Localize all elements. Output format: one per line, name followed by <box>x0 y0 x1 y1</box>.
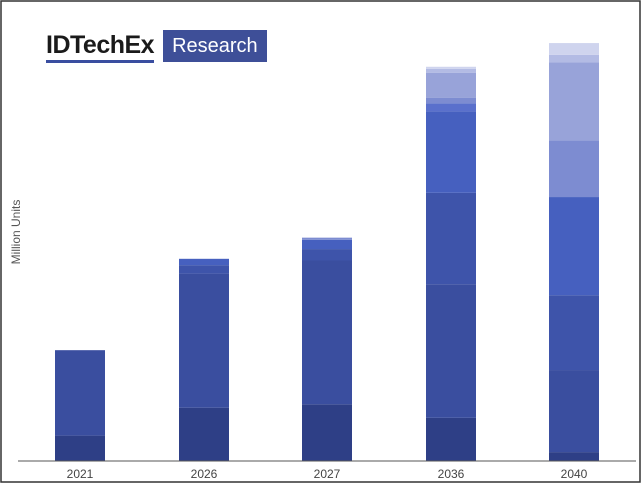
logo-research-tag: Research <box>163 30 267 62</box>
bar-segment-2040-s7 <box>549 62 599 141</box>
bar-segment-2036-s8 <box>426 68 476 73</box>
bar-segment-2040-s9 <box>549 43 599 55</box>
logo-brand-text: IDTechEx <box>46 30 155 63</box>
bar-segment-2040-s6 <box>549 140 599 198</box>
bar-segment-2021-s2 <box>55 350 105 436</box>
x-tick-labels: 2021 2026 2027 2036 2040 <box>67 467 588 481</box>
bar-segment-2036-s4 <box>426 111 476 193</box>
bar-segment-2027-s4 <box>302 239 352 250</box>
bar-segment-2040-s4 <box>549 197 599 296</box>
bar-segment-2040-s1 <box>549 452 599 461</box>
x-tick-label-2040: 2040 <box>561 467 588 481</box>
bar-segment-2026-s2 <box>179 273 229 408</box>
x-tick-label-2027: 2027 <box>314 467 341 481</box>
bar-segment-2036-s7 <box>426 72 476 98</box>
bar-segment-2021-s1 <box>55 435 105 461</box>
bar-segment-2026-s3 <box>179 265 229 274</box>
bar-segment-2040-s8 <box>549 54 599 63</box>
bar-segment-2036-s2 <box>426 284 476 418</box>
idtechex-logo: IDTechEx Research <box>46 30 267 63</box>
bar-segment-2040-s2 <box>549 370 599 453</box>
x-tick-label-2021: 2021 <box>67 467 94 481</box>
bar-segment-2036-s9 <box>426 66 476 69</box>
bar-segment-2036-s3 <box>426 192 476 285</box>
bar-segment-2040-s3 <box>549 295 599 371</box>
bar-segment-2036-s5 <box>426 103 476 112</box>
bar-segment-2027-s1 <box>302 404 352 461</box>
bar-segment-2036-s6 <box>426 97 476 104</box>
bar-segment-2026-s1 <box>179 407 229 461</box>
bar-segment-2027-s3 <box>302 249 352 261</box>
x-tick-label-2036: 2036 <box>438 467 465 481</box>
bar-segment-2026-s4 <box>179 258 229 266</box>
bars-group <box>55 43 599 461</box>
bar-segment-2036-s1 <box>426 417 476 461</box>
bar-segment-2027-s6 <box>302 237 352 240</box>
y-axis-label: Million Units <box>9 199 23 265</box>
bar-segment-2027-s2 <box>302 260 352 405</box>
x-tick-label-2026: 2026 <box>191 467 218 481</box>
